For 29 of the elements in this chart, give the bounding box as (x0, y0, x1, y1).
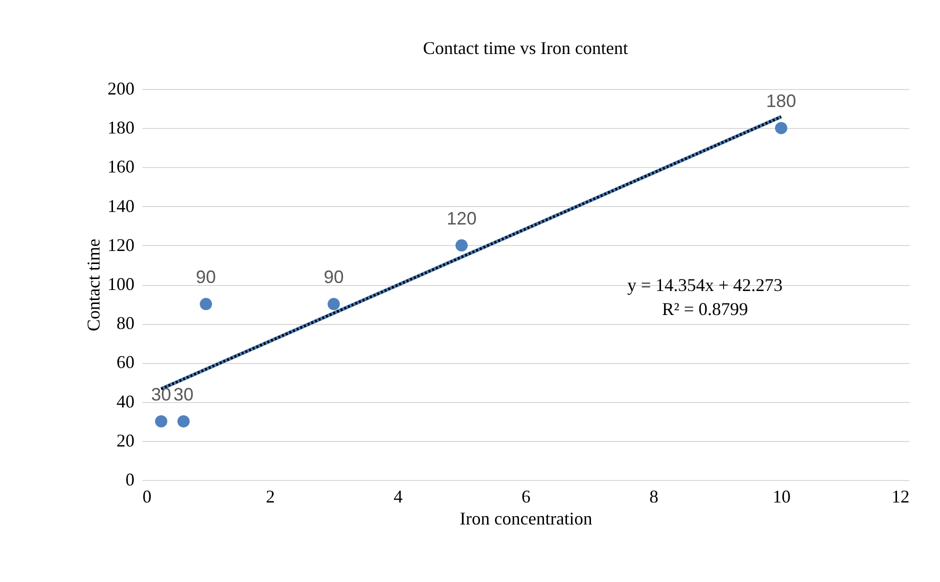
annotation: R² = 0.8799 (662, 299, 748, 319)
x-tick-label: 8 (649, 486, 658, 506)
x-tick-label: 2 (266, 486, 275, 506)
y-tick-label: 0 (126, 470, 134, 490)
chart-title: Contact time vs Iron content (423, 38, 628, 58)
data-label: 30 (151, 384, 172, 404)
annotation: y = 14.354x + 42.273 (627, 275, 783, 295)
data-label: 90 (196, 267, 216, 288)
y-tick-label: 140 (108, 196, 134, 216)
y-tick-label: 100 (108, 274, 134, 294)
data-label: 120 (446, 208, 477, 228)
y-tick-label: 20 (116, 430, 134, 450)
x-tick-label: 10 (772, 486, 791, 506)
data-label: 180 (766, 91, 796, 112)
y-tick-label: 200 (108, 78, 134, 98)
data-label: 90 (324, 267, 344, 288)
y-tick-label: 160 (108, 156, 134, 177)
y-axis-title: Contact time (84, 238, 104, 332)
y-tick-label: 80 (116, 313, 134, 334)
y-tick-label: 40 (116, 391, 134, 412)
data-label: 30 (174, 384, 194, 404)
x-axis-title: Iron concentration (460, 508, 592, 528)
x-tick-label: 6 (522, 486, 530, 506)
x-tick-label: 4 (394, 486, 403, 506)
x-tick-label: 0 (142, 486, 152, 506)
y-tick-label: 120 (108, 234, 134, 255)
y-tick-label: 60 (116, 352, 134, 372)
x-tick-label: 12 (892, 486, 910, 506)
y-tick-label: 180 (108, 118, 134, 138)
